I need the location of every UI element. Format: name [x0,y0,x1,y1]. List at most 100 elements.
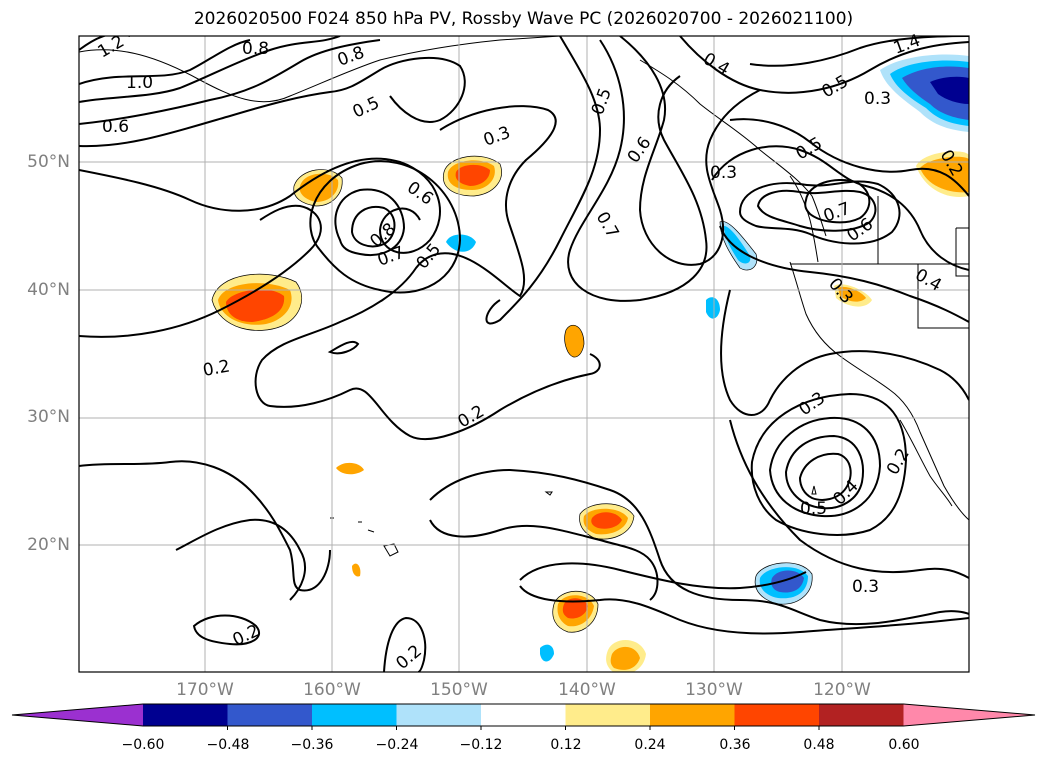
negative-anomaly-blob [706,297,720,319]
negative-anomaly-blob [930,76,969,104]
pv-contour-line [350,206,396,248]
contour-label: 0.4 [700,49,733,80]
pv-anomaly-shading [212,54,969,672]
colorbar-tick-label: 0.36 [719,737,751,753]
pv-contour-line [334,188,406,256]
pv-contour-line [756,189,877,232]
pv-contour-line [383,616,427,672]
pv-contour-line [79,157,441,254]
contour-label: 0.3 [795,388,829,420]
pv-contour-line [768,416,882,518]
colorbar-tick-label: 0.24 [634,737,666,753]
pv-contour-line [679,36,969,94]
contour-label: 0.8 [242,39,269,59]
pv-contour-line [804,179,871,224]
pv-contour-line [711,145,969,271]
contour-label: 0.3 [864,89,891,109]
pv-contour-line [79,39,381,125]
lon-label: 150°W [430,680,488,700]
pv-contour-line [327,340,360,355]
pv-contours [79,36,969,672]
lat-label: 40°N [27,280,70,300]
colorbar-tick-label: −0.12 [459,737,503,753]
contour-label: 0.5 [819,71,852,102]
contour-label: 0.3 [710,163,737,183]
state-border [955,227,969,277]
positive-anomaly-blob [564,325,584,358]
pv-contour-line [429,468,969,626]
baja-coast [899,419,953,507]
lat-label: 30°N [27,407,70,427]
anomaly-outlines [211,155,813,633]
negative-anomaly-blob [540,644,554,662]
positive-anomaly-blob [336,462,364,475]
positive-anomaly-blob [610,646,640,670]
us-west-coast [789,261,969,521]
pv-contour-line [254,105,601,441]
lon-label: 170°W [176,680,234,700]
pv-contour-line [567,39,708,302]
pv-contour-line [619,36,761,266]
pv-contour-line [719,289,969,416]
pv-contour-line [79,460,331,592]
pv-contour-line [519,585,969,635]
negative-anomaly-blob [446,234,476,252]
contour-label: 0.5 [413,240,446,274]
alaska-panhandle-coast [639,59,827,237]
colorbar-tick-label: 0.60 [888,737,920,753]
lat-label: 50°N [27,152,70,172]
contour-label: 1.4 [891,31,923,59]
lon-label: 140°W [558,680,616,700]
lon-label: 160°W [303,680,361,700]
contour-label: 0.2 [230,621,263,651]
alaska-coast [79,36,561,103]
pv-contour-line [719,225,969,323]
contour-label: 0.3 [852,577,879,597]
positive-anomaly-blob [838,286,866,302]
pv-contour-line [798,452,852,501]
hawaii-island [330,517,399,557]
pv-contour-line [749,36,969,67]
positive-anomaly-blob [455,164,490,186]
negative-anomaly-blob [724,226,751,264]
pv-contour-line [79,36,341,103]
positive-anomaly-blob [562,598,588,619]
islet [544,491,553,496]
colorbar-tick-label: 0.48 [803,737,835,753]
pv-contour-line [729,419,969,579]
contour-label: 0.6 [403,178,437,210]
contour-label: 0.5 [588,85,616,117]
pv-contour-line [519,562,807,590]
map-frame [78,35,970,673]
pv-contour-line [784,434,864,510]
pv-contour-line [750,392,908,536]
contour-label: 0.5 [350,93,383,123]
contour-label: 0.2 [201,357,231,381]
pv-contour-line [192,614,260,646]
contour-label: 0.2 [455,401,488,432]
lon-label: 120°W [813,680,871,700]
positive-anomaly-blob [591,512,622,529]
lat-label: 20°N [27,535,70,555]
colorbar-tick-label: −0.60 [121,737,165,753]
pv-contour-line [175,518,306,601]
contour-label: 0.7 [592,209,623,242]
contour-label: 1.0 [126,73,153,93]
contour-label: 0.2 [883,445,914,478]
pv-contour-line [79,56,466,148]
contour-label: 0.5 [800,499,827,519]
state-border [917,264,969,329]
contour-label: 0.4 [912,265,945,296]
colorbar-tick-label: −0.36 [290,737,334,753]
colorbar-tick-label: −0.24 [375,737,419,753]
colorbar-tick-label: 0.12 [550,737,582,753]
pv-contour-line [309,160,462,294]
pv-contour-line [79,39,251,85]
pv-contour-line [79,204,322,338]
bc-coast [789,175,819,263]
contour-label: 0.3 [481,123,513,151]
positive-anomaly-blob [226,289,285,322]
pv-contour-line [429,519,659,601]
contour-label: 0.6 [102,117,129,137]
